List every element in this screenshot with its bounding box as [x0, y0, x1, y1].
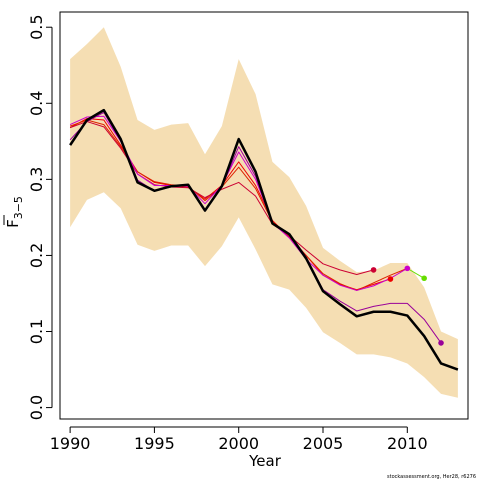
confidence-band	[70, 27, 458, 398]
y-axis: 0.0 0.1 0.2 0.3 0.4 0.5	[27, 14, 53, 420]
x-tick-label: 2005	[303, 434, 344, 453]
x-axis-title: Year	[248, 452, 282, 470]
y-tick-label: 0.4	[27, 91, 46, 116]
end-points-layer	[370, 265, 444, 346]
x-tick-label: 1990	[50, 434, 91, 453]
y-axis-title: F3−5	[3, 196, 25, 228]
x-tick-label: 1995	[134, 434, 175, 453]
y-tick-label: 0.5	[27, 14, 46, 39]
confidence-band-layer	[70, 27, 458, 398]
y-axis-title-subscript: 3−5	[12, 196, 25, 219]
series-line-0	[69, 108, 459, 371]
series-end-point-5	[421, 275, 427, 282]
plot-frame	[59, 11, 469, 420]
y-axis-title-main: F	[4, 219, 22, 228]
x-tick-label: 2000	[218, 434, 259, 453]
y-tick-label: 0.1	[27, 319, 46, 344]
x-axis: 1990 1995 2000 2005 2010	[50, 426, 428, 453]
series-line-3	[69, 121, 374, 275]
series-line-5	[407, 267, 425, 279]
series-end-point-1	[387, 276, 394, 282]
series-layer	[69, 108, 459, 371]
series-end-point-3	[370, 267, 377, 273]
svg-text:F3−5: F3−5	[4, 196, 25, 228]
y-tick-label: 0.2	[27, 243, 46, 268]
credit-text: stockassessment.org, Her28, r6276	[387, 474, 476, 480]
series-end-point-4	[404, 265, 411, 272]
series-end-point-6	[438, 340, 444, 346]
y-tick-label: 0.3	[27, 167, 46, 192]
y-tick-label: 0.0	[27, 395, 46, 420]
x-tick-label: 2010	[387, 434, 428, 453]
